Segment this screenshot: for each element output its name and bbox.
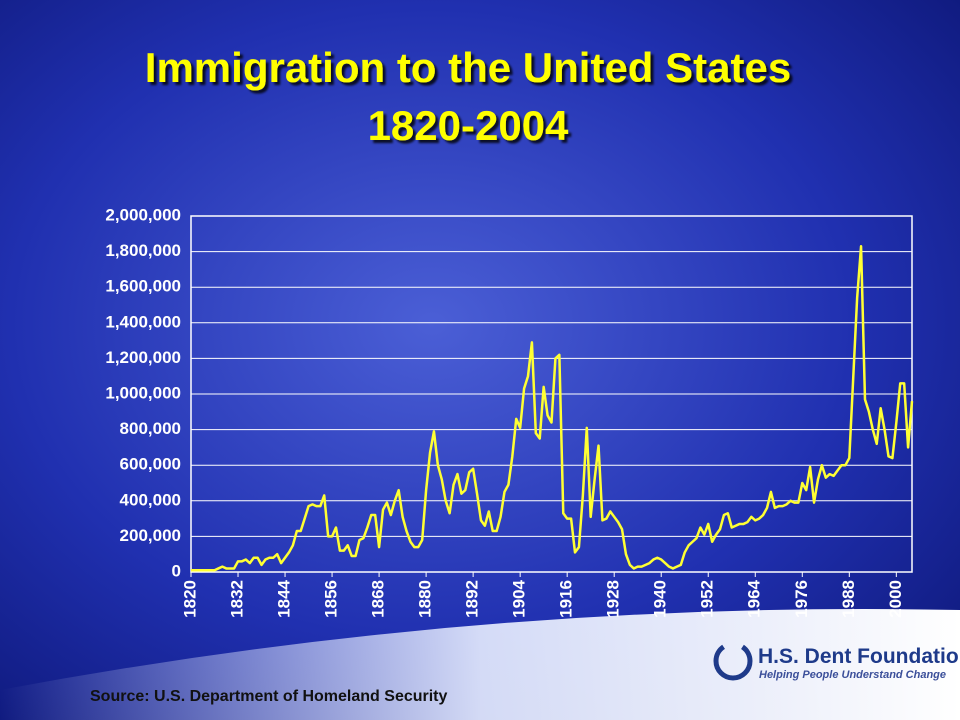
y-tick-label: 1,400,000 [105,312,181,331]
source: Source: U.S. Department of Homeland Secu… [90,688,448,705]
y-tick-label: 0 [172,561,181,580]
x-tick-label: 1916 [557,580,576,618]
x-tick-label: 1904 [510,579,529,617]
x-tick-label: 2000 [886,580,905,618]
x-tick-label: 1880 [416,580,435,618]
y-tick-label: 1,200,000 [105,348,181,367]
x-tick-label: 1964 [745,579,764,617]
x-tick-label: 1940 [651,580,670,618]
chart-subtitle: 1820-2004 [368,102,569,149]
plot-border [190,215,913,573]
x-tick-label: 1988 [839,580,858,618]
y-tick-label: 1,000,000 [105,383,181,402]
swoosh [0,609,960,720]
data-line [191,245,914,572]
x-tick-label: 1928 [604,580,623,618]
logo-name: H.S. Dent Foundation [758,645,960,668]
logo-tagline: Helping People Understand Change [759,669,946,681]
y-tick-label: 2,000,000 [105,205,181,224]
x-tick-label: 1892 [463,580,482,618]
y-tick-label: 1,800,000 [105,241,181,260]
y-tick-label: 200,000 [120,526,181,545]
logo: H.S. Dent Foundation Helping People Unde… [713,641,960,681]
x-tick-label: 1952 [698,580,717,618]
x-tick-label: 1832 [228,580,247,618]
y-tick-label: 1,600,000 [105,277,181,296]
x-tick-label: 1868 [369,580,388,618]
plot-area: 0 200,000 400,000 600,000 800,000 1,000,000 1,… [105,205,914,618]
y-tick-label: 400,000 [120,490,181,509]
y-tick-label: 800,000 [120,419,181,438]
x-tick-label: 1976 [792,580,811,618]
logo-icon [713,641,753,681]
chart-title: Immigration to the United States [145,44,791,91]
x-tick-label: 1844 [275,579,294,617]
x-tick-label: 1856 [322,580,341,618]
y-tick-label: 600,000 [120,455,181,474]
x-tick-label: 1820 [180,580,199,618]
